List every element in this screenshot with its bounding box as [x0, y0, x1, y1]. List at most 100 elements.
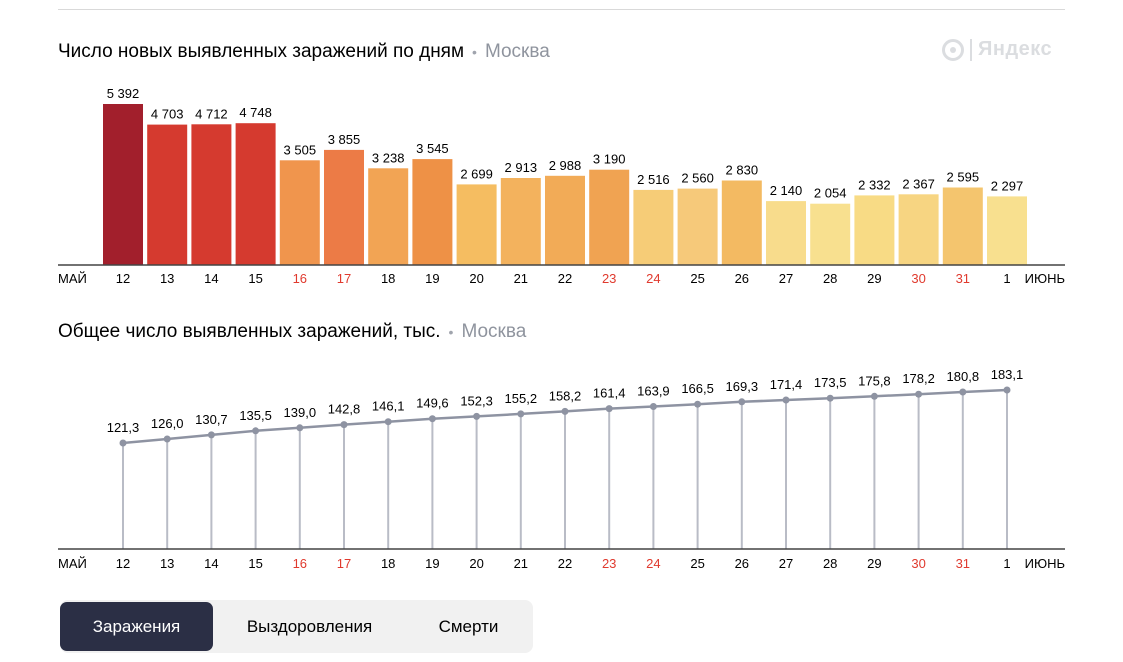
bar: [633, 189, 674, 265]
data-point: [207, 431, 215, 439]
bar-value-label: 4 748: [239, 105, 272, 120]
data-point: [1003, 386, 1011, 394]
x-tick-label: 12: [116, 556, 130, 571]
x-tick-label: 16: [293, 271, 307, 286]
bar-value-label: 2 988: [549, 158, 582, 173]
bar: [987, 196, 1027, 265]
x-tick-label: 13: [160, 556, 174, 571]
bar-chart-title: Число новых выявленных заражений по дням…: [58, 41, 550, 63]
tab-deaths[interactable]: Смерти: [438, 617, 499, 636]
bar: [191, 124, 232, 265]
point-value-label: 171,4: [770, 377, 803, 392]
bar: [368, 168, 409, 265]
x-tick-label: 20: [469, 556, 483, 571]
bar-value-label: 5 392: [107, 86, 140, 101]
bar: [103, 104, 143, 265]
bar: [456, 184, 497, 265]
title-separator-dot: •: [448, 323, 454, 340]
bar-value-label: 2 140: [770, 183, 803, 198]
bar-chart: 5 392 12 4 703 13 4 712 14 4 748 15 3 505 16 3 855…: [58, 86, 1065, 286]
bar: [810, 203, 851, 265]
data-point: [252, 427, 260, 435]
point-value-label: 149,6: [416, 396, 449, 411]
data-point: [649, 403, 657, 410]
data-point: [517, 410, 525, 418]
point-value-label: 152,3: [460, 393, 493, 408]
title-separator-dot: •: [472, 43, 477, 60]
x-tick-label: 27: [779, 271, 793, 286]
x-tick-label: 12: [116, 271, 130, 286]
point-value-label: 135,5: [239, 408, 272, 423]
tab-infections[interactable]: Заражения: [60, 602, 213, 651]
x-tick-label: 17: [337, 271, 351, 286]
x-tick-label: 24: [646, 556, 660, 571]
point-value-label: 166,5: [681, 381, 714, 396]
x-tick-label: 25: [690, 271, 704, 286]
point-value-label: 169,3: [726, 379, 759, 394]
x-tick-label: 26: [735, 556, 749, 571]
x-axis-start-label: МАЙ: [58, 271, 87, 286]
x-tick-label: 29: [867, 271, 881, 286]
point-value-label: 126,0: [151, 416, 184, 431]
bar: [766, 201, 806, 265]
point-value-label: 178,2: [902, 371, 935, 386]
x-axis-end-label: ИЮНЬ: [1025, 271, 1065, 286]
x-tick-label: 30: [911, 271, 925, 286]
data-point: [870, 392, 878, 400]
bar-value-label: 2 913: [505, 160, 538, 175]
yandex-logo-text: Яндекс: [978, 38, 1053, 60]
bar-value-label: 3 505: [284, 142, 317, 157]
point-value-label: 130,7: [195, 412, 228, 427]
x-tick-label: 14: [204, 271, 218, 286]
bar: [235, 123, 276, 265]
x-tick-label: 17: [337, 556, 351, 571]
bar: [412, 159, 453, 265]
bar-value-label: 3 855: [328, 132, 361, 147]
bar-value-label: 3 238: [372, 150, 405, 165]
bar: [147, 124, 188, 265]
metric-tabs: Заражения Выздоровления Смерти: [60, 600, 533, 653]
bar: [677, 188, 718, 265]
x-tick-label: 16: [293, 556, 307, 571]
bar-value-label: 2 297: [991, 178, 1024, 193]
bar-value-label: 2 367: [902, 176, 935, 191]
line-chart-region: Москва: [461, 321, 527, 342]
bar-chart-region: Москва: [484, 41, 550, 62]
data-point: [384, 418, 392, 426]
point-value-label: 161,4: [593, 386, 626, 401]
point-value-label: 180,8: [947, 369, 980, 384]
x-tick-label: 30: [911, 556, 925, 571]
x-tick-label: 23: [602, 271, 616, 286]
x-tick-label: 21: [514, 271, 528, 286]
data-point: [473, 412, 481, 420]
x-tick-label: 15: [248, 271, 262, 286]
bar: [854, 195, 895, 265]
point-value-label: 173,5: [814, 375, 847, 390]
x-tick-label: 27: [779, 556, 793, 571]
point-value-label: 142,8: [328, 402, 361, 417]
bar: [279, 160, 320, 265]
bar-value-label: 2 699: [460, 166, 493, 181]
bar: [942, 187, 983, 265]
bar: [589, 169, 630, 265]
x-axis-end-label: ИЮНЬ: [1025, 556, 1065, 571]
x-tick-label: 22: [558, 556, 572, 571]
x-tick-label: 13: [160, 271, 174, 286]
x-tick-label: 31: [956, 556, 970, 571]
point-value-label: 175,8: [858, 373, 891, 388]
x-tick-label: 1: [1003, 271, 1010, 286]
line-chart-title-text: Общее число выявленных заражений, тыс.: [58, 321, 441, 342]
data-point: [605, 405, 613, 413]
data-point: [915, 390, 923, 398]
x-tick-label: 19: [425, 271, 439, 286]
x-tick-label: 28: [823, 271, 837, 286]
x-axis-start-label: МАЙ: [58, 556, 87, 571]
x-tick-label: 18: [381, 556, 395, 571]
data-point: [340, 421, 348, 429]
x-tick-label: 29: [867, 556, 881, 571]
x-tick-label: 20: [469, 271, 483, 286]
x-tick-label: 23: [602, 556, 616, 571]
tab-recoveries[interactable]: Выздоровления: [246, 617, 373, 636]
point-value-label: 155,2: [505, 391, 538, 406]
bar-chart-title-text: Число новых выявленных заражений по дням: [58, 41, 465, 62]
